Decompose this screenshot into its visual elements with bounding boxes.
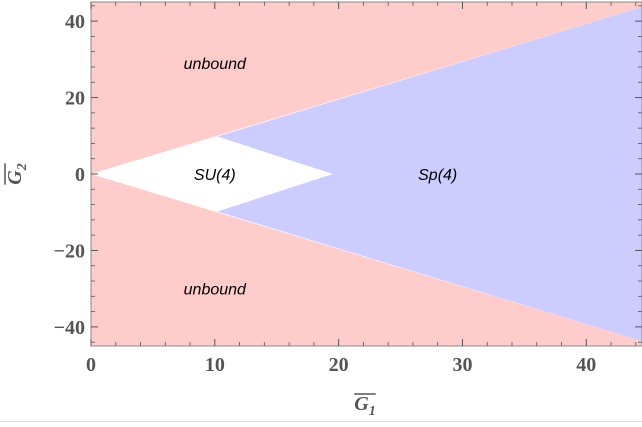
x-axis-label: G1	[354, 393, 375, 419]
y-axis-title: G2	[4, 163, 30, 185]
region-unbound-lower	[91, 174, 642, 346]
y-tick-label: 40	[65, 11, 85, 33]
region-label-su4: SU(4)	[194, 167, 236, 184]
y-tick-label: −40	[54, 317, 85, 339]
y-tick-label: −20	[54, 240, 85, 262]
regions-layer	[91, 2, 642, 346]
x-tick-label: 40	[576, 354, 596, 376]
y-tick-label: 0	[75, 164, 85, 186]
region-label-unbound-upper: unbound	[184, 56, 247, 73]
x-axis-title: G1	[354, 393, 376, 419]
y-axis-label: G2	[4, 163, 30, 184]
region-label-unbound-lower: unbound	[184, 282, 247, 299]
region-sp4	[217, 6, 642, 342]
region-su4	[91, 136, 333, 212]
x-tick-label: 20	[329, 354, 349, 376]
ticks-layer: 0 10 20 30 40 −40 −20 0 20 40	[54, 2, 642, 376]
x-tick-label: 10	[205, 354, 225, 376]
x-tick-label: 0	[86, 354, 96, 376]
region-unbound-upper	[91, 2, 642, 174]
x-tick-label: 30	[452, 354, 472, 376]
region-label-sp4: Sp(4)	[418, 167, 457, 184]
y-tick-label: 20	[65, 88, 85, 110]
region-labels-layer: unbound SU(4) Sp(4) unbound	[184, 56, 458, 299]
